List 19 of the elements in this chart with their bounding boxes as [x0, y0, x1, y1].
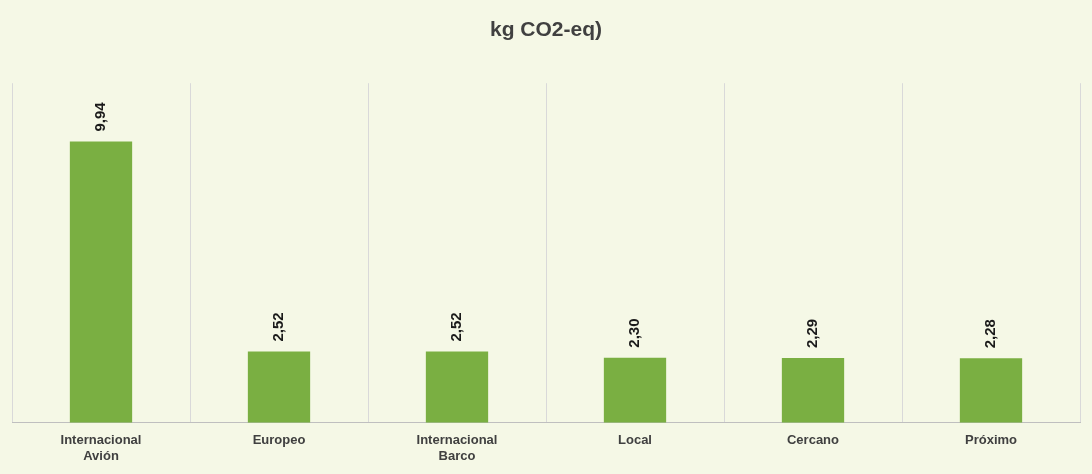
data-label: 2,52 — [269, 312, 287, 342]
bar — [69, 141, 133, 423]
data-label: 2,28 — [981, 319, 999, 349]
data-label: 2,52 — [447, 312, 465, 342]
bar — [425, 351, 489, 423]
bar — [959, 358, 1023, 423]
bar — [781, 357, 845, 423]
data-label: 2,29 — [803, 318, 821, 348]
bar — [247, 351, 311, 423]
chart-title: kg CO2-eq) — [489, 17, 603, 41]
data-label: 9,94 — [91, 101, 109, 132]
bar — [603, 357, 667, 423]
x-tick-label: Internacional Barco — [416, 432, 498, 463]
x-tick-label: Internacional Avión — [60, 432, 142, 463]
data-label: 2,30 — [625, 318, 643, 348]
x-tick-label: Próximo — [964, 432, 1018, 448]
x-tick-label: Local — [618, 432, 652, 448]
x-tick-label: Cercano — [786, 432, 840, 448]
x-tick-label: Europeo — [252, 432, 306, 448]
